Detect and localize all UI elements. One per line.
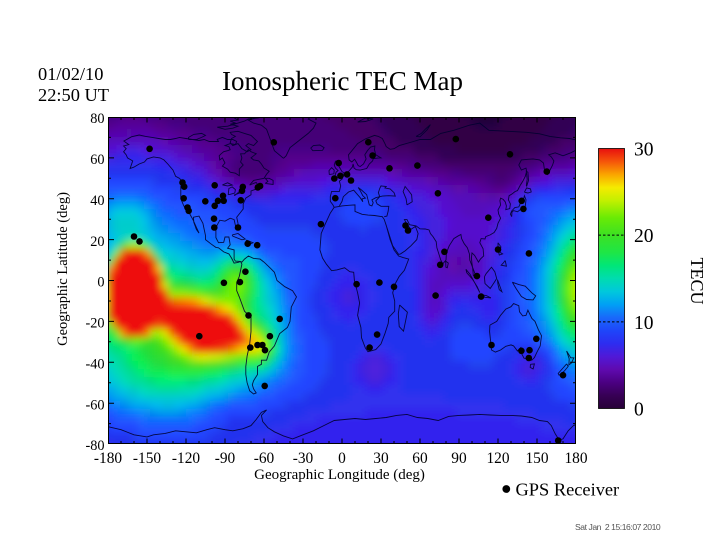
- svg-text:0: 0: [97, 275, 104, 291]
- svg-text:-20: -20: [85, 316, 104, 332]
- svg-text:22:50 UT: 22:50 UT: [38, 85, 109, 105]
- svg-text:-150: -150: [133, 450, 162, 467]
- svg-text:Geographic Longitude (deg): Geographic Longitude (deg): [254, 467, 425, 483]
- svg-text:30: 30: [373, 450, 389, 467]
- svg-text:GPS Receiver: GPS Receiver: [516, 480, 620, 500]
- svg-text:-180: -180: [94, 450, 123, 467]
- svg-text:-90: -90: [215, 450, 236, 467]
- svg-text:01/02/10: 01/02/10: [38, 64, 103, 84]
- svg-text:0: 0: [634, 400, 644, 421]
- svg-text:120: 120: [486, 450, 509, 467]
- svg-text:30: 30: [634, 140, 654, 161]
- svg-text:Ionospheric TEC Map: Ionospheric TEC Map: [222, 66, 463, 96]
- svg-text:TECU: TECU: [687, 258, 707, 305]
- svg-text:-120: -120: [172, 450, 201, 467]
- svg-text:10: 10: [634, 313, 654, 334]
- svg-text:Sat Jan 2 15:16:07 2010: Sat Jan 2 15:16:07 2010: [575, 522, 661, 532]
- svg-text:60: 60: [90, 152, 104, 168]
- svg-text:20: 20: [634, 226, 654, 247]
- svg-text:80: 80: [90, 111, 104, 127]
- svg-text:180: 180: [564, 450, 587, 467]
- svg-text:40: 40: [90, 193, 104, 209]
- svg-text:-80: -80: [85, 438, 104, 454]
- svg-text:-60: -60: [254, 450, 275, 467]
- svg-text:20: 20: [90, 234, 104, 250]
- svg-text:Geographic Latitude (deg): Geographic Latitude (deg): [55, 192, 71, 346]
- svg-text:-30: -30: [293, 450, 314, 467]
- svg-text:150: 150: [525, 450, 548, 467]
- svg-text:90: 90: [451, 450, 467, 467]
- svg-text:0: 0: [338, 450, 346, 467]
- svg-text:-40: -40: [85, 357, 104, 373]
- svg-text:60: 60: [412, 450, 428, 467]
- svg-text:-60: -60: [85, 397, 104, 413]
